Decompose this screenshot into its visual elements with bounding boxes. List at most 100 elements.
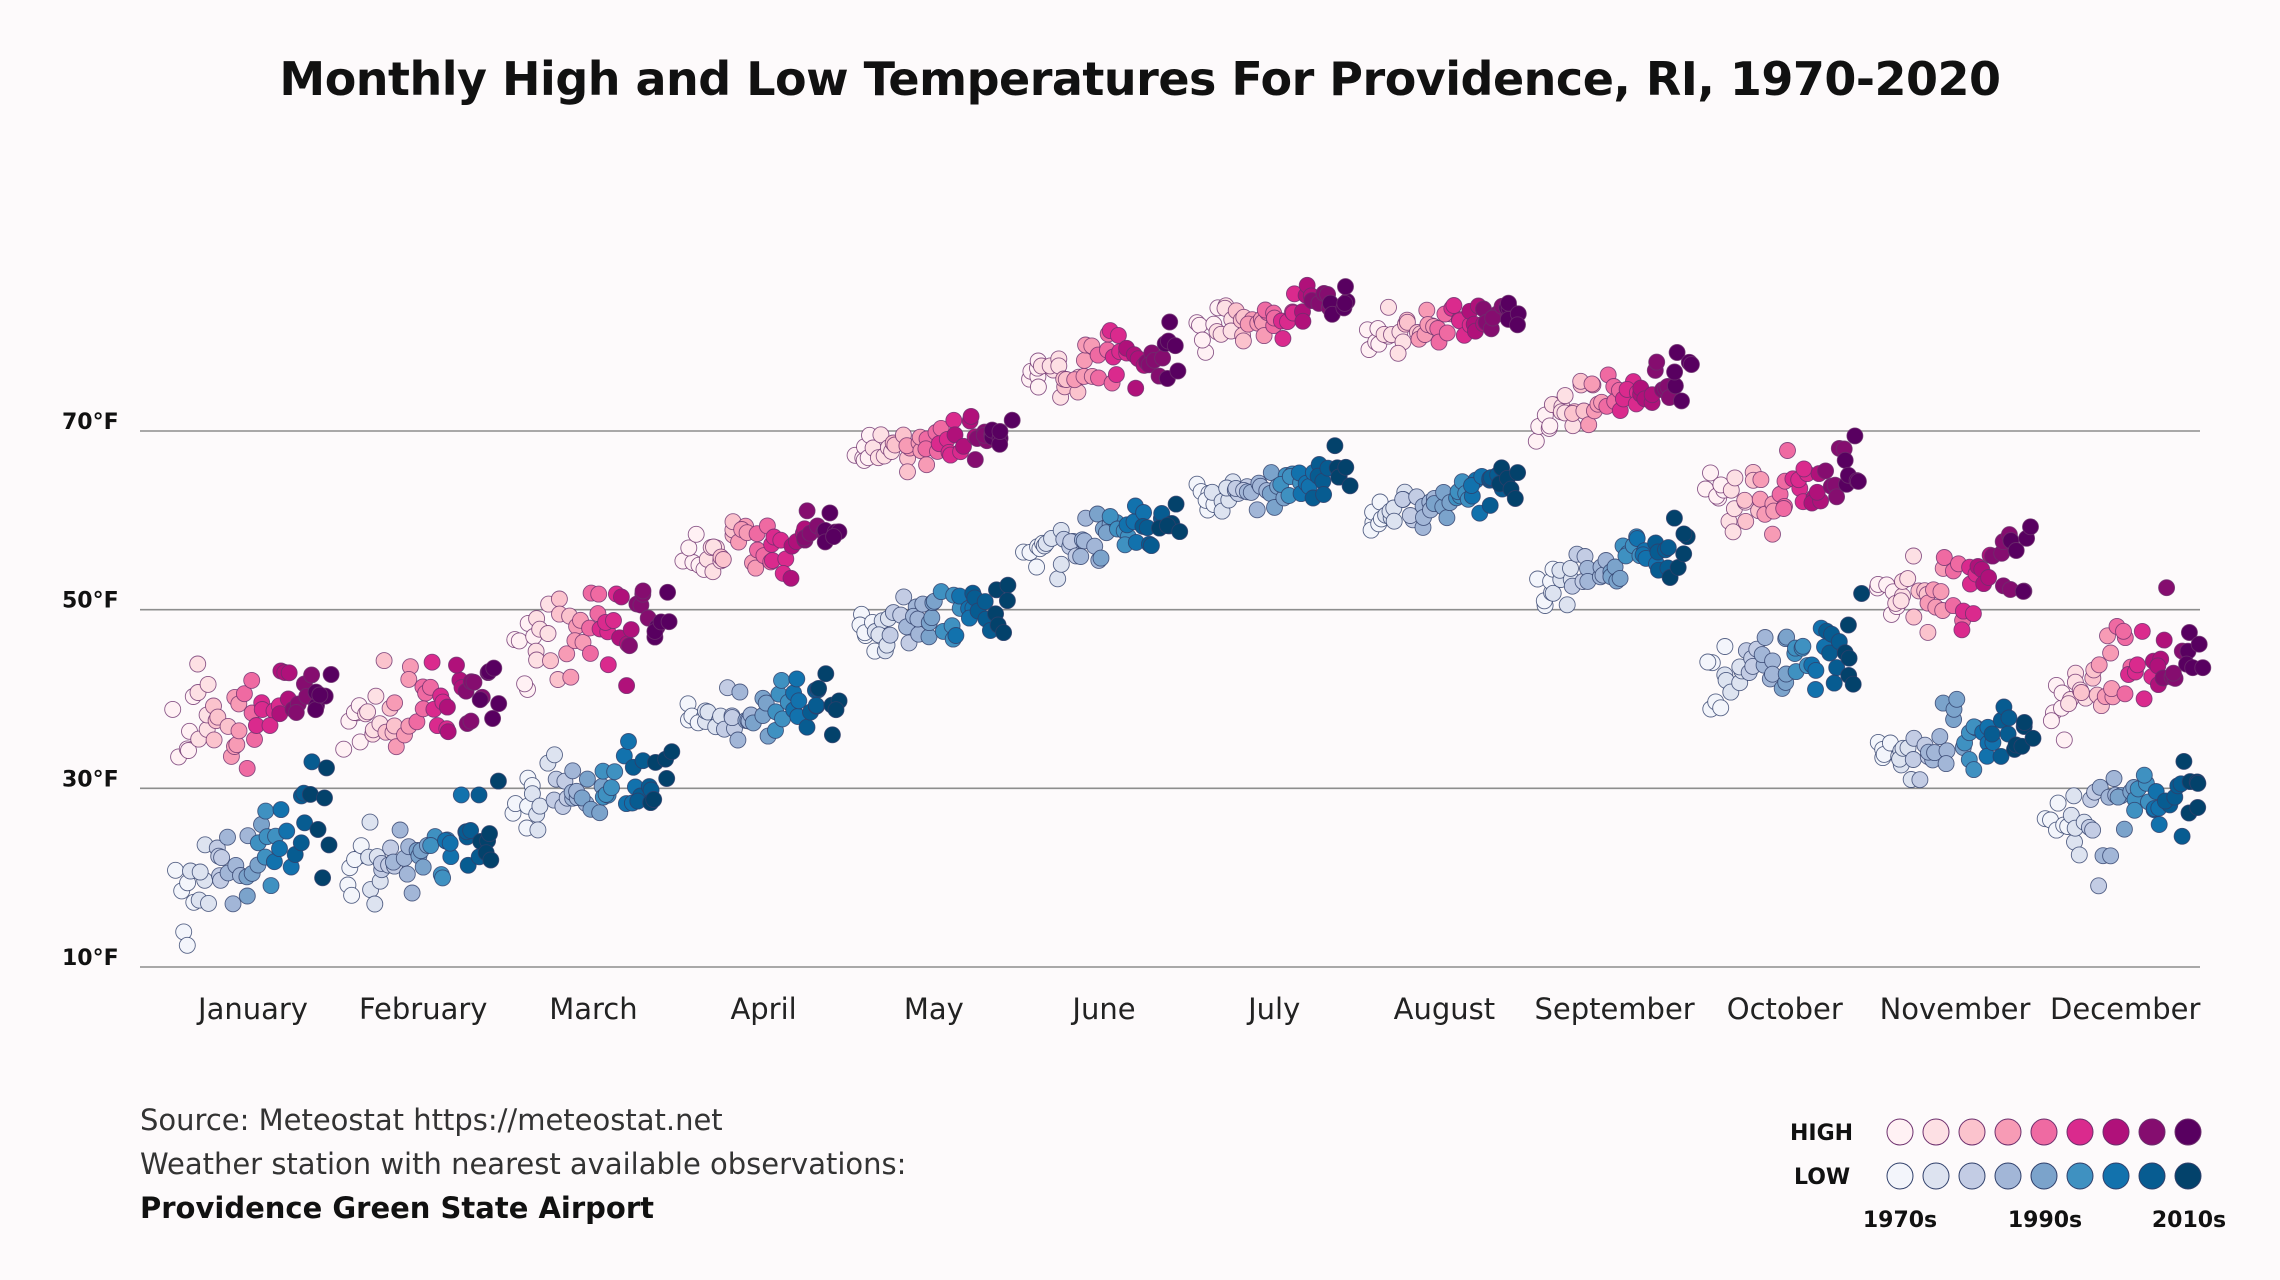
station-name: Providence Green State Airport [140, 1191, 655, 1225]
high-point [539, 625, 557, 642]
high-point [387, 738, 405, 756]
high-point [2102, 644, 2120, 662]
low-point [1807, 681, 1824, 698]
low-point [441, 834, 459, 852]
high-point [946, 426, 964, 444]
low-point [895, 588, 913, 606]
legend-low-swatch [2174, 1162, 2202, 1190]
low-point [1778, 628, 1796, 646]
low-point [301, 785, 319, 803]
low-point [995, 624, 1013, 642]
high-point [1169, 362, 1187, 380]
low-point [178, 936, 196, 954]
high-point [2194, 659, 2212, 677]
low-point [489, 772, 507, 790]
high-point [1702, 464, 1719, 482]
high-point [542, 652, 559, 670]
high-point [485, 659, 503, 677]
high-point [1166, 337, 1184, 355]
low-point [2000, 709, 2018, 727]
high-point [280, 664, 298, 682]
low-point [1481, 496, 1499, 514]
low-point [2084, 821, 2102, 839]
high-point [311, 686, 329, 704]
high-point [1029, 378, 1047, 396]
high-point [1849, 472, 1867, 490]
low-point [213, 849, 231, 867]
high-point [1161, 313, 1179, 331]
high-point [1541, 417, 1559, 435]
low-point [658, 770, 676, 787]
high-point [618, 677, 636, 695]
high-point [238, 759, 256, 777]
y-axis: 10°F 30°F 50°F 70°F [62, 410, 119, 971]
low-point [999, 576, 1017, 594]
low-point [1611, 569, 1629, 587]
low-point [1052, 555, 1070, 573]
high-point [205, 731, 223, 749]
high-point [622, 621, 640, 639]
legend-high-swatch [1958, 1118, 1986, 1146]
legend-high-swatch [2102, 1118, 2130, 1146]
high-point [714, 551, 732, 568]
high-point [798, 502, 816, 520]
legend-low-swatch [1886, 1162, 1914, 1190]
low-point [2115, 820, 2133, 838]
low-point [366, 895, 384, 913]
low-point [1756, 629, 1774, 646]
high-point [1764, 525, 1781, 543]
low-point [470, 786, 488, 804]
low-point [663, 743, 681, 761]
low-point [947, 627, 965, 644]
high-point [1107, 366, 1125, 384]
low-point [296, 814, 314, 832]
low-point [434, 869, 452, 887]
low-point [452, 786, 470, 804]
low-point [1675, 525, 1693, 543]
high-point [180, 742, 197, 759]
y-tick-label: 70°F [62, 410, 119, 435]
high-point [1935, 549, 1953, 566]
low-point [1028, 558, 1046, 576]
low-point [1544, 584, 1562, 602]
high-point [1438, 324, 1456, 342]
low-point [603, 779, 620, 797]
high-point [899, 463, 916, 481]
low-point [1562, 559, 1579, 577]
y-tick-label: 50°F [62, 589, 119, 614]
high-point [1509, 316, 1526, 334]
high-point [918, 456, 936, 474]
low-point [303, 753, 321, 771]
high-point [164, 700, 182, 718]
low-point [976, 593, 994, 611]
high-point [335, 740, 353, 758]
low-point [1248, 501, 1266, 519]
x-tick-label: September [1534, 992, 1694, 1026]
high-point [1828, 488, 1846, 506]
low-point [1341, 477, 1359, 495]
low-point [523, 785, 541, 803]
high-point [375, 652, 393, 670]
low-point [788, 670, 806, 688]
x-tick-label: June [1070, 992, 1135, 1026]
x-tick-label: August [1394, 992, 1496, 1026]
high-point [1445, 297, 1463, 314]
low-point [1394, 490, 1412, 508]
low-point [320, 836, 338, 854]
high-point [351, 733, 369, 751]
low-point [2070, 846, 2088, 864]
low-point [920, 628, 938, 646]
high-point [1336, 294, 1354, 312]
low-point [529, 821, 547, 839]
high-point [634, 582, 652, 600]
low-point [1315, 486, 1333, 503]
low-point [219, 828, 236, 846]
legend-high-swatch [1886, 1118, 1914, 1146]
legend-low-swatch [2066, 1162, 2094, 1190]
low-point [2150, 816, 2168, 833]
legend: HIGH LOW 1970s 1990s 2010s [1790, 1118, 2226, 1233]
low-point [200, 894, 217, 912]
x-tick-label: March [549, 992, 637, 1026]
low-point [2065, 787, 2083, 805]
high-point [1234, 332, 1252, 350]
